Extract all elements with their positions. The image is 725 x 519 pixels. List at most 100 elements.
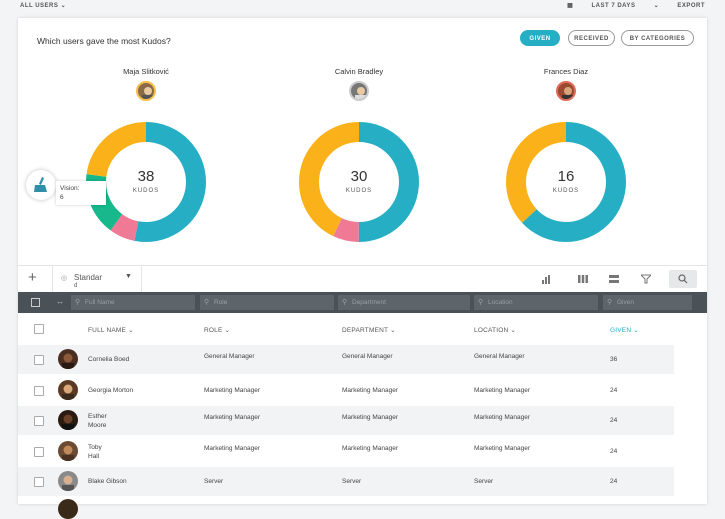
- broom-icon: [34, 177, 47, 192]
- donut-value: 38: [137, 168, 155, 185]
- donut-slice[interactable]: [506, 122, 626, 242]
- row-checkbox[interactable]: [34, 355, 44, 365]
- segment-by-categories[interactable]: BY CATEGORIES: [621, 30, 694, 46]
- chevron-down-icon: ⌄: [633, 327, 639, 334]
- full-name-filter[interactable]: ⚲ Full Name: [71, 295, 195, 310]
- avatar: [58, 349, 78, 369]
- filter-icon[interactable]: [639, 274, 653, 286]
- column-header-given[interactable]: GIVEN ⌄: [610, 326, 639, 334]
- avatar: [136, 81, 156, 101]
- calendar-icon: ▦: [567, 3, 574, 9]
- donut-unit: KUDOS: [345, 188, 373, 194]
- row-given: 24: [610, 478, 618, 485]
- search-icon: ⚲: [342, 299, 348, 306]
- column-header-location[interactable]: LOCATION ⌄: [474, 326, 516, 334]
- table-row[interactable]: Georgia Morton Marketing Manager Marketi…: [18, 376, 674, 405]
- top-bar: ALL USERS ⌄ ▦ LAST 7 DAYS ⌄ EXPORT: [0, 0, 725, 12]
- role-filter[interactable]: ⚲ Role: [200, 295, 334, 310]
- view-name: Standar: [74, 273, 103, 282]
- column-header-role[interactable]: ROLE ⌄: [204, 326, 230, 334]
- tooltip-value: 6: [60, 194, 64, 201]
- table-row[interactable]: [18, 497, 674, 519]
- donut-slice[interactable]: [299, 122, 419, 242]
- donut-chart: [299, 122, 419, 242]
- search-icon: ⚲: [75, 299, 81, 306]
- row-department: Marketing Manager: [342, 414, 398, 421]
- column-header-full-name[interactable]: FULL NAME ⌄: [88, 326, 134, 334]
- search-button[interactable]: [669, 270, 697, 288]
- donut-tooltip: Vision: 6: [56, 181, 106, 205]
- avatar: [58, 441, 78, 461]
- row-full-name: Toby: [88, 444, 102, 451]
- row-location: Marketing Manager: [474, 387, 530, 394]
- donut-value: 16: [557, 168, 575, 185]
- donut-value: 30: [350, 168, 368, 185]
- select-all-filter-toggle[interactable]: [31, 298, 40, 307]
- column-filter-bar: ↔ ⚲ Full Name ⚲ Role ⚲ Department ⚲ Location…: [18, 292, 707, 313]
- department-filter-placeholder: Department: [352, 299, 386, 306]
- avatar: [58, 410, 78, 430]
- row-role: General Manager: [204, 353, 255, 360]
- row-full-name: Georgia Morton: [88, 387, 134, 394]
- row-checkbox[interactable]: [34, 477, 44, 487]
- row-role: Marketing Manager: [204, 387, 260, 394]
- date-filter-dropdown[interactable]: ▦ LAST 7 DAYS ⌄: [551, 3, 659, 9]
- caret-down-icon: ▼: [125, 273, 132, 280]
- location-filter[interactable]: ⚲ Location: [474, 295, 598, 310]
- column-header-label: DEPARTMENT: [342, 327, 389, 334]
- row-location: General Manager: [474, 353, 525, 360]
- chevron-down-icon: ⌄: [390, 327, 396, 334]
- donut-slice[interactable]: [86, 122, 206, 242]
- category-badge: [26, 170, 56, 200]
- avatar: [58, 380, 78, 400]
- row-checkbox[interactable]: [34, 386, 44, 396]
- avatar: [58, 471, 78, 491]
- row-department: Marketing Manager: [342, 445, 398, 452]
- search-icon: [678, 274, 688, 284]
- row-role: Marketing Manager: [204, 414, 260, 421]
- row-department: General Manager: [342, 353, 393, 360]
- table-toolbar: + ◎ Standar d ▼: [18, 265, 707, 293]
- row-checkbox[interactable]: [34, 447, 44, 457]
- department-filter[interactable]: ⚲ Department: [338, 295, 470, 310]
- row-given: 36: [610, 356, 618, 363]
- table-row[interactable]: Esther Moore Marketing Manager Marketing…: [18, 406, 674, 435]
- row-department: Marketing Manager: [342, 387, 398, 394]
- panel-question: Which users gave the most Kudos?: [37, 36, 171, 46]
- row-location: Server: [474, 478, 494, 485]
- table-row[interactable]: Cornelia Boed General Manager General Ma…: [18, 345, 674, 374]
- table-row[interactable]: Blake Gibson Server Server Server 24: [18, 467, 674, 496]
- view-name-wrap: d: [74, 283, 78, 289]
- add-button[interactable]: +: [28, 269, 37, 286]
- select-all-checkbox[interactable]: [34, 324, 44, 334]
- chevron-down-icon: ⌄: [60, 3, 67, 9]
- row-full-name-line2: Hall: [88, 453, 100, 460]
- avatar: [58, 499, 78, 519]
- row-full-name: Esther: [88, 413, 107, 420]
- row-full-name: Cornelia Boed: [88, 356, 130, 363]
- donut-unit: KUDOS: [552, 188, 580, 194]
- search-icon: ⚲: [478, 299, 484, 306]
- export-button[interactable]: EXPORT: [677, 3, 705, 9]
- columns-icon[interactable]: [578, 274, 588, 286]
- table-row[interactable]: Toby Hall Marketing Manager Marketing Ma…: [18, 437, 674, 466]
- segment-given[interactable]: GIVEN: [520, 30, 560, 46]
- search-icon: ⚲: [607, 299, 613, 306]
- view-selector[interactable]: ◎ Standar d ▼: [52, 266, 142, 293]
- row-location: Marketing Manager: [474, 414, 530, 421]
- row-given: 24: [610, 448, 618, 455]
- group-icon[interactable]: [609, 274, 619, 286]
- bar-chart-icon[interactable]: [541, 274, 551, 286]
- row-checkbox[interactable]: [34, 416, 44, 426]
- avatar: [556, 81, 576, 101]
- row-full-name: Blake Gibson: [88, 478, 127, 485]
- given-filter[interactable]: ⚲ Given: [603, 295, 692, 310]
- row-full-name-line2: Moore: [88, 422, 107, 429]
- segment-received[interactable]: RECEIVED: [568, 30, 615, 46]
- tooltip-label: Vision:: [60, 185, 80, 192]
- users-filter-dropdown[interactable]: ALL USERS ⌄: [20, 2, 66, 9]
- chevron-down-icon: ⌄: [128, 327, 134, 334]
- row-department: Server: [342, 478, 362, 485]
- row-role: Marketing Manager: [204, 445, 260, 452]
- column-header-department[interactable]: DEPARTMENT ⌄: [342, 326, 396, 334]
